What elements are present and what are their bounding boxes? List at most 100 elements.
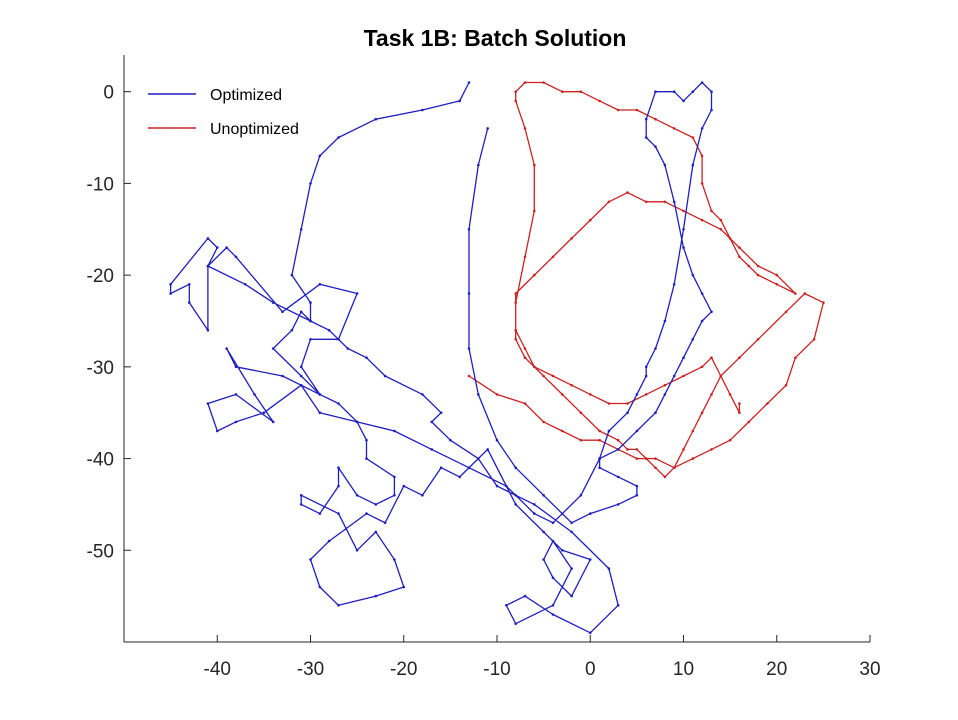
x-tick-label: 30 xyxy=(859,659,880,680)
series-point-optimized xyxy=(672,374,676,378)
series-point-optimized xyxy=(299,383,303,387)
series-point-optimized xyxy=(505,484,508,488)
series-point-unoptimized xyxy=(756,338,760,341)
series-point-optimized xyxy=(579,494,583,497)
series-point-optimized xyxy=(616,604,620,607)
series-point-optimized xyxy=(672,200,676,204)
series-point-optimized xyxy=(318,393,322,396)
series-point-optimized xyxy=(691,338,695,341)
series-point-optimized xyxy=(672,90,676,93)
series-point-unoptimized xyxy=(710,393,713,396)
series-point-optimized xyxy=(337,402,340,405)
series-point-optimized xyxy=(467,228,471,231)
series-point-optimized xyxy=(355,292,359,295)
series-point-optimized xyxy=(337,466,340,470)
series-point-optimized xyxy=(188,301,191,304)
series-point-optimized xyxy=(551,521,555,525)
series-point-unoptimized xyxy=(766,402,769,405)
series-point-unoptimized xyxy=(663,475,667,479)
series-point-optimized xyxy=(635,393,639,396)
series-point-unoptimized xyxy=(561,90,564,93)
series-point-optimized xyxy=(682,246,685,249)
legend-label: Unoptimized xyxy=(210,121,299,138)
plot-area: -40 -30 -20 -10 0 10 20 30 0 -10 -20 -30 -40 -50 Opti… xyxy=(87,55,881,680)
series-point-optimized xyxy=(635,484,639,488)
series-point-optimized xyxy=(262,411,266,415)
series-point-unoptimized xyxy=(710,209,713,213)
series-point-optimized xyxy=(393,558,396,561)
series-point-optimized xyxy=(505,604,508,607)
series-point-optimized xyxy=(355,549,359,552)
series-point-optimized xyxy=(691,90,695,93)
series-point-unoptimized xyxy=(523,402,527,405)
series-point-unoptimized xyxy=(654,466,657,470)
series-point-unoptimized xyxy=(533,365,536,369)
series-point-unoptimized xyxy=(738,246,741,249)
series-point-optimized xyxy=(243,283,247,286)
series-point-optimized xyxy=(355,494,359,497)
legend-item-optimized[interactable]: Optimized xyxy=(148,87,282,104)
series-point-unoptimized xyxy=(738,356,741,360)
series-point-unoptimized xyxy=(514,328,517,332)
series-point-unoptimized xyxy=(663,200,667,204)
series-point-unoptimized xyxy=(794,292,797,295)
series-point-unoptimized xyxy=(533,209,536,213)
series-point-optimized xyxy=(551,576,555,580)
series-point-optimized xyxy=(299,503,303,506)
series-point-unoptimized xyxy=(514,338,517,341)
series-point-unoptimized xyxy=(728,393,732,396)
series-point-optimized xyxy=(458,475,462,479)
series-point-optimized xyxy=(635,494,639,497)
series-point-optimized xyxy=(663,163,667,167)
series-point-optimized xyxy=(654,90,657,93)
series-point-optimized xyxy=(383,521,387,525)
series-point-unoptimized xyxy=(794,356,797,360)
series-point-optimized xyxy=(654,145,657,148)
series-point-unoptimized xyxy=(635,108,639,112)
series-point-unoptimized xyxy=(756,264,760,268)
series-point-unoptimized xyxy=(523,81,527,84)
legend[interactable]: Optimized Unoptimized xyxy=(148,87,299,138)
series-point-optimized xyxy=(421,108,424,112)
legend-item-unoptimized[interactable]: Unoptimized xyxy=(148,121,299,138)
series-point-optimized xyxy=(439,466,443,470)
series-point-unoptimized xyxy=(579,411,583,415)
series-point-unoptimized xyxy=(551,374,555,378)
series-point-optimized xyxy=(514,503,517,506)
series-point-optimized xyxy=(337,484,340,488)
series-point-optimized xyxy=(533,512,536,515)
series-point-optimized xyxy=(337,136,340,139)
x-tick-label: 10 xyxy=(673,659,694,680)
series-point-optimized xyxy=(710,108,713,112)
series-point-optimized xyxy=(281,310,284,314)
series-point-optimized xyxy=(234,255,238,259)
series-point-optimized xyxy=(318,585,322,589)
series-point-optimized xyxy=(365,438,368,442)
series-point-unoptimized xyxy=(514,292,517,295)
series-point-unoptimized xyxy=(467,374,471,378)
series-point-unoptimized xyxy=(700,182,704,185)
series-point-optimized xyxy=(393,475,396,479)
series-point-optimized xyxy=(691,163,695,167)
y-tick-label: -40 xyxy=(87,450,114,471)
series-point-optimized xyxy=(682,99,685,103)
series-point-optimized xyxy=(626,411,629,415)
series-point-unoptimized xyxy=(514,99,517,103)
series-point-unoptimized xyxy=(561,429,564,433)
series-point-optimized xyxy=(616,475,620,479)
series-point-unoptimized xyxy=(738,402,741,405)
series-point-unoptimized xyxy=(803,292,806,295)
series-point-unoptimized xyxy=(710,356,713,360)
series-point-optimized xyxy=(309,338,312,341)
series-point-unoptimized xyxy=(514,301,517,304)
series-point-unoptimized xyxy=(626,191,629,194)
series-point-optimized xyxy=(374,117,378,121)
series-point-unoptimized xyxy=(691,429,695,433)
series-point-optimized xyxy=(477,393,480,396)
legend-label: Optimized xyxy=(210,87,282,104)
series-line-optimized xyxy=(169,81,713,634)
series-unoptimized xyxy=(467,81,825,479)
series-point-optimized xyxy=(299,365,303,369)
y-tick-label: -20 xyxy=(87,266,114,287)
series-point-unoptimized xyxy=(635,457,639,460)
